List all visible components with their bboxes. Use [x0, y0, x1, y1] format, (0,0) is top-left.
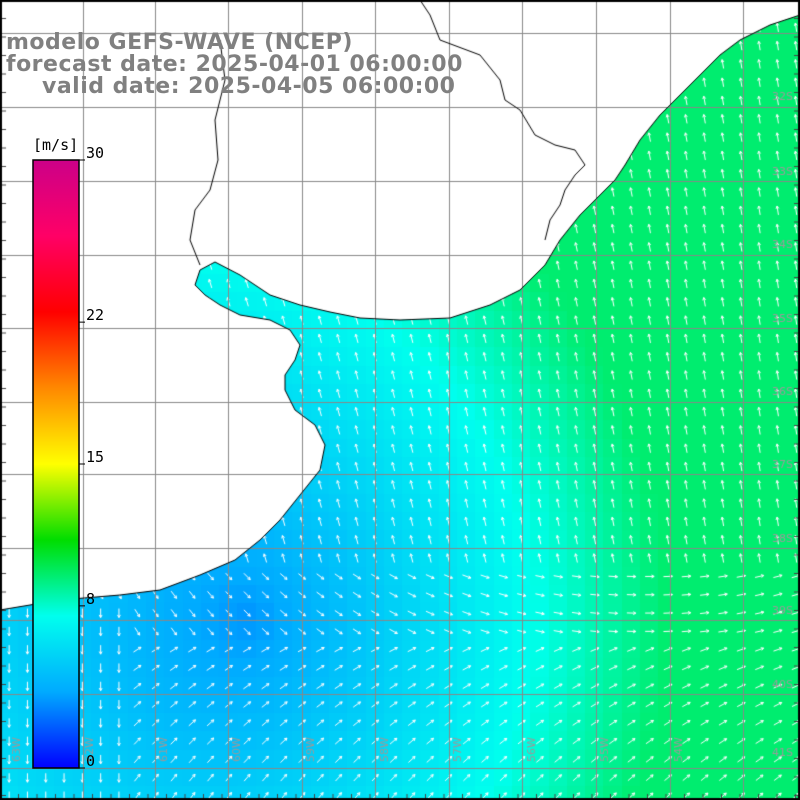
valid-date: valid date: 2025-04-05 06:00:00 — [42, 74, 456, 99]
forecast-date: forecast date: 2025-04-01 06:00:00 — [6, 52, 463, 77]
model-title: modelo GEFS-WAVE (NCEP) — [6, 30, 353, 55]
